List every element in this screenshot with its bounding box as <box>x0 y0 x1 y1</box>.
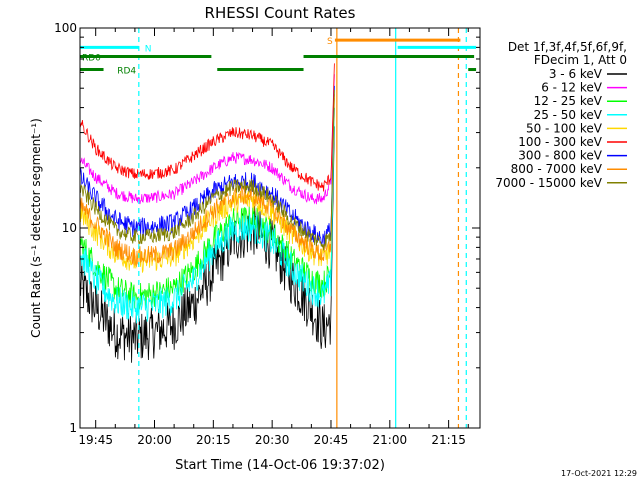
legend-label-1: 6 - 12 keV <box>541 81 603 95</box>
legend: Det 1f,3f,4f,5f,6f,9f, FDecim 1, Att 0 3… <box>495 40 627 190</box>
legend-header-line-1: Det 1f,3f,4f,5f,6f,9f, <box>508 40 627 54</box>
x-tick-label: 20:15 <box>196 433 231 447</box>
x-tick-label: 20:00 <box>137 433 172 447</box>
series-line-3 <box>79 108 335 324</box>
legend-label-8: 7000 - 15000 keV <box>495 176 602 190</box>
x-tick-label: 19:45 <box>78 433 113 447</box>
state-bar-label-s: S <box>327 37 333 47</box>
plot-area: N S RD0 RD4 <box>79 28 477 428</box>
x-tick-label: 20:30 <box>255 433 290 447</box>
legend-label-2: 12 - 25 keV <box>534 94 603 108</box>
x-tick-label: 21:00 <box>373 433 408 447</box>
state-bar-label-rd0: RD0 <box>82 54 101 64</box>
legend-label-5: 100 - 300 keV <box>518 135 602 149</box>
chart-title: RHESSI Count Rates <box>205 4 356 22</box>
series-line-7 <box>79 94 335 268</box>
legend-label-3: 25 - 50 keV <box>534 108 603 122</box>
x-tick-label: 21:15 <box>431 433 466 447</box>
y-tick-label: 10 <box>62 221 77 235</box>
series-line-2 <box>79 107 335 310</box>
legend-label-6: 300 - 800 keV <box>518 149 602 163</box>
legend-label-0: 3 - 6 keV <box>549 67 603 81</box>
y-tick-label: 1 <box>69 421 77 435</box>
legend-header-line-2: FDecim 1, Att 0 <box>534 53 627 67</box>
footer-timestamp: 17-Oct-2021 12:29 <box>561 469 637 478</box>
state-bar-label-n: N <box>145 44 152 54</box>
x-axis-label: Start Time (14-Oct-06 19:37:02) <box>175 458 385 473</box>
series-line-5 <box>79 63 335 192</box>
y-axis-label: Count Rate (s⁻¹ detector segment⁻¹) <box>29 118 43 338</box>
state-bar-label-rd4: RD4 <box>117 67 136 77</box>
series-line-1 <box>79 74 335 205</box>
series-line-8 <box>79 90 335 251</box>
series-line-6 <box>79 85 335 248</box>
legend-label-4: 50 - 100 keV <box>526 121 603 135</box>
x-tick-label: 20:45 <box>314 433 349 447</box>
y-tick-label: 100 <box>54 21 77 35</box>
legend-label-7: 800 - 7000 keV <box>511 162 603 176</box>
